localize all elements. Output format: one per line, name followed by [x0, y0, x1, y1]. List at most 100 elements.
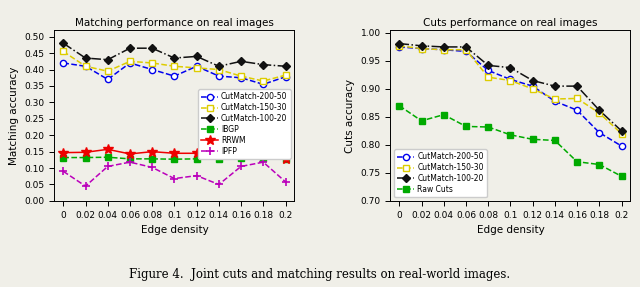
- IBGP: [171, 158, 179, 161]
- CutMatch-150-30: [148, 61, 156, 65]
- RRWM: [60, 151, 67, 154]
- Line: CutMatch-150-30: CutMatch-150-30: [396, 43, 625, 137]
- CutMatch-100-20: [82, 56, 90, 60]
- CutMatch-200-50: [484, 69, 492, 72]
- CutMatch-150-30: [440, 48, 447, 51]
- CutMatch-100-20: [418, 44, 426, 48]
- CutMatch-100-20: [60, 42, 67, 45]
- Raw Cuts: [484, 125, 492, 129]
- CutMatch-200-50: [418, 47, 426, 50]
- CutMatch-200-50: [462, 50, 470, 53]
- CutMatch-150-30: [551, 97, 559, 101]
- CutMatch-100-20: [618, 129, 625, 133]
- IPFP: [171, 177, 179, 180]
- CutMatch-100-20: [573, 84, 581, 88]
- CutMatch-100-20: [282, 65, 289, 68]
- RRWM: [215, 152, 223, 156]
- Line: CutMatch-150-30: CutMatch-150-30: [60, 48, 289, 84]
- CutMatch-200-50: [171, 74, 179, 78]
- Text: Figure 4.  Joint cuts and matching results on real-world images.: Figure 4. Joint cuts and matching result…: [129, 268, 511, 281]
- Line: Raw Cuts: Raw Cuts: [396, 102, 625, 179]
- CutMatch-100-20: [104, 58, 111, 61]
- CutMatch-100-20: [148, 46, 156, 50]
- CutMatch-150-30: [126, 60, 134, 63]
- Line: CutMatch-200-50: CutMatch-200-50: [396, 44, 625, 149]
- Line: RRWM: RRWM: [58, 144, 291, 164]
- RRWM: [82, 151, 90, 154]
- Raw Cuts: [462, 125, 470, 128]
- CutMatch-200-50: [82, 65, 90, 68]
- Raw Cuts: [595, 163, 603, 166]
- CutMatch-200-50: [551, 100, 559, 103]
- CutMatch-100-20: [462, 45, 470, 49]
- CutMatch-100-20: [440, 45, 447, 49]
- CutMatch-200-50: [440, 48, 447, 51]
- X-axis label: Edge density: Edge density: [477, 225, 544, 235]
- CutMatch-150-30: [396, 44, 403, 48]
- CutMatch-150-30: [418, 47, 426, 50]
- IPFP: [126, 160, 134, 164]
- Raw Cuts: [396, 104, 403, 107]
- IBGP: [82, 156, 90, 159]
- RRWM: [259, 152, 267, 156]
- CutMatch-150-30: [282, 73, 289, 77]
- IBGP: [60, 156, 67, 159]
- Raw Cuts: [440, 113, 447, 117]
- CutMatch-200-50: [507, 78, 515, 81]
- CutMatch-200-50: [529, 84, 536, 88]
- Y-axis label: Cuts accuracy: Cuts accuracy: [345, 79, 355, 152]
- X-axis label: Edge density: Edge density: [141, 225, 208, 235]
- RRWM: [171, 152, 179, 155]
- CutMatch-150-30: [60, 50, 67, 53]
- IBGP: [193, 157, 200, 161]
- CutMatch-200-50: [595, 131, 603, 134]
- IPFP: [193, 174, 200, 177]
- IPFP: [259, 160, 267, 164]
- CutMatch-100-20: [529, 79, 536, 82]
- Raw Cuts: [418, 119, 426, 123]
- CutMatch-100-20: [237, 60, 245, 63]
- RRWM: [193, 152, 200, 155]
- CutMatch-150-30: [104, 69, 111, 73]
- CutMatch-200-50: [618, 144, 625, 148]
- CutMatch-200-50: [282, 75, 289, 78]
- CutMatch-200-50: [396, 45, 403, 49]
- IBGP: [259, 156, 267, 160]
- Line: CutMatch-100-20: CutMatch-100-20: [60, 40, 289, 69]
- IPFP: [148, 166, 156, 169]
- Raw Cuts: [507, 133, 515, 137]
- RRWM: [148, 150, 156, 153]
- CutMatch-150-30: [618, 132, 625, 135]
- IPFP: [104, 165, 111, 168]
- IPFP: [237, 165, 245, 168]
- Line: CutMatch-200-50: CutMatch-200-50: [60, 60, 289, 88]
- CutMatch-150-30: [82, 65, 90, 68]
- CutMatch-200-50: [104, 78, 111, 81]
- CutMatch-100-20: [259, 63, 267, 66]
- CutMatch-200-50: [215, 74, 223, 78]
- RRWM: [104, 148, 111, 151]
- Raw Cuts: [529, 137, 536, 141]
- CutMatch-150-30: [171, 65, 179, 68]
- CutMatch-100-20: [193, 55, 200, 58]
- RRWM: [126, 152, 134, 156]
- CutMatch-150-30: [193, 66, 200, 70]
- Legend: CutMatch-200-50, CutMatch-150-30, CutMatch-100-20, IBGP, RRWM, IPFP: CutMatch-200-50, CutMatch-150-30, CutMat…: [198, 89, 291, 159]
- RRWM: [282, 157, 289, 161]
- IPFP: [215, 183, 223, 186]
- CutMatch-100-20: [126, 46, 134, 50]
- CutMatch-150-30: [462, 48, 470, 51]
- CutMatch-100-20: [215, 65, 223, 68]
- CutMatch-200-50: [126, 61, 134, 65]
- CutMatch-100-20: [507, 66, 515, 69]
- Raw Cuts: [551, 139, 559, 142]
- Legend: CutMatch-200-50, CutMatch-150-30, CutMatch-100-20, Raw Cuts: CutMatch-200-50, CutMatch-150-30, CutMat…: [394, 149, 486, 197]
- CutMatch-200-50: [259, 83, 267, 86]
- IBGP: [104, 156, 111, 159]
- IBGP: [237, 156, 245, 160]
- CutMatch-150-30: [237, 74, 245, 78]
- IPFP: [282, 180, 289, 184]
- CutMatch-150-30: [573, 97, 581, 100]
- IBGP: [126, 157, 134, 161]
- Y-axis label: Matching accuracy: Matching accuracy: [9, 66, 19, 165]
